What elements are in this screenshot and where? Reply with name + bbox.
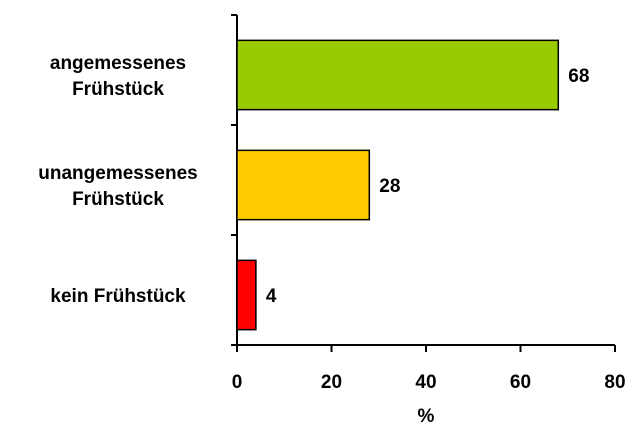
category-label: unangemessenes Frühstück xyxy=(38,163,197,210)
bar xyxy=(236,149,371,221)
category-label-line: angemessenes xyxy=(50,53,186,74)
x-tick-label: 0 xyxy=(232,372,243,393)
category-label: kein Frühstück xyxy=(50,286,186,307)
category-label-line: Frühstück xyxy=(72,189,164,210)
category-label-line: unangemessenes xyxy=(38,163,197,184)
category-label-line: kein Frühstück xyxy=(50,286,186,307)
bar xyxy=(236,259,257,331)
x-tick-label: 40 xyxy=(415,372,436,393)
data-label: 68 xyxy=(568,66,589,87)
bars xyxy=(236,39,560,331)
x-tick-label: 80 xyxy=(604,372,625,393)
bar xyxy=(236,39,560,111)
x-tick-label: 60 xyxy=(510,372,531,393)
labels: 68 angemessenes Frühstück 28 unangemessenes F… xyxy=(38,53,589,307)
data-label: 28 xyxy=(379,176,400,197)
category-label: angemessenes Frühstück xyxy=(50,53,186,100)
x-axis-title: % xyxy=(418,406,435,425)
data-label: 4 xyxy=(266,286,277,307)
x-tick-label: 20 xyxy=(321,372,342,393)
category-label-line: Frühstück xyxy=(72,79,164,100)
